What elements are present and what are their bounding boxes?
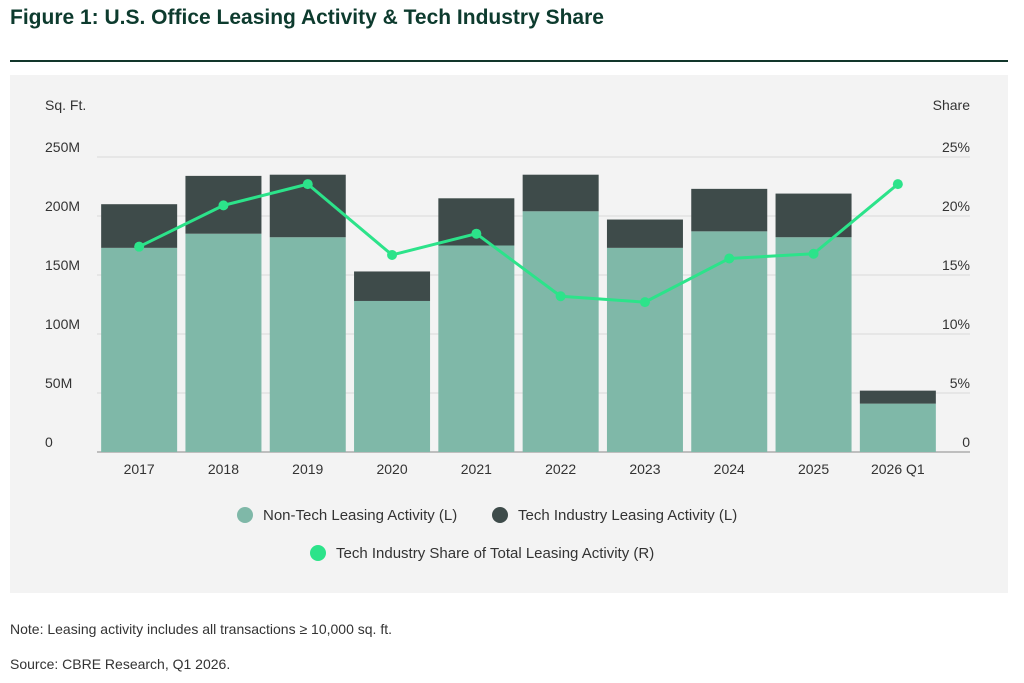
bar-tech bbox=[354, 271, 431, 301]
bar-non-tech bbox=[691, 231, 768, 452]
x-tick-label: 2020 bbox=[376, 461, 407, 477]
share-point bbox=[639, 297, 650, 308]
share-line bbox=[138, 182, 899, 304]
x-tick-label: 2024 bbox=[714, 461, 745, 477]
right-tick-label: 25% bbox=[942, 139, 970, 155]
share-point bbox=[387, 249, 398, 260]
share-point bbox=[555, 291, 566, 302]
bar-tech bbox=[606, 219, 683, 248]
bar-non-tech bbox=[269, 237, 346, 452]
legend-swatch-non-tech bbox=[237, 507, 253, 523]
bar-non-tech bbox=[859, 403, 936, 452]
share-point bbox=[302, 179, 313, 190]
x-tick-label: 2017 bbox=[124, 461, 155, 477]
figure-title: Figure 1: U.S. Office Leasing Activity &… bbox=[10, 6, 604, 29]
share-point bbox=[892, 179, 903, 190]
bar-tech bbox=[775, 193, 852, 238]
legend-label-non-tech: Non-Tech Leasing Activity (L) bbox=[263, 507, 457, 524]
title-divider bbox=[10, 60, 1008, 62]
bar-non-tech bbox=[101, 247, 178, 452]
share-point bbox=[808, 248, 819, 259]
left-axis-label: Sq. Ft. bbox=[45, 97, 86, 113]
chart-note: Note: Leasing activity includes all tran… bbox=[10, 621, 392, 637]
left-tick-label: 100M bbox=[45, 316, 80, 332]
share-point bbox=[218, 200, 229, 211]
right-tick-label: 0 bbox=[962, 434, 970, 450]
share-point bbox=[471, 228, 482, 239]
x-tick-label: 2023 bbox=[629, 461, 660, 477]
bar-tech bbox=[101, 204, 178, 248]
left-tick-label: 250M bbox=[45, 139, 80, 155]
left-tick-label: 0 bbox=[45, 434, 53, 450]
bar-non-tech bbox=[522, 211, 599, 452]
x-tick-label: 2021 bbox=[461, 461, 492, 477]
right-axis-label: Share bbox=[933, 97, 971, 113]
legend-label-tech: Tech Industry Leasing Activity (L) bbox=[518, 507, 737, 524]
legend-swatch-share bbox=[310, 545, 326, 561]
chart-source: Source: CBRE Research, Q1 2026. bbox=[10, 656, 231, 672]
bar-tech bbox=[522, 174, 599, 212]
legend-swatch-tech bbox=[492, 507, 508, 523]
right-tick-label: 10% bbox=[942, 316, 970, 332]
bar-non-tech bbox=[354, 300, 431, 452]
chart-svg: Sq. Ft. Share 0 0 50M 5% 100M 10% 150M 15% 200M 2… bbox=[45, 97, 971, 562]
bar-non-tech bbox=[185, 233, 262, 452]
left-tick-label: 50M bbox=[45, 375, 72, 391]
x-tick-label: 2019 bbox=[292, 461, 323, 477]
x-tick-label: 2018 bbox=[208, 461, 239, 477]
bar-tech bbox=[691, 188, 768, 232]
share-point bbox=[724, 253, 735, 264]
bar-non-tech bbox=[438, 245, 515, 452]
x-tick-label: 2022 bbox=[545, 461, 576, 477]
left-tick-label: 200M bbox=[45, 198, 80, 214]
share-point bbox=[134, 241, 145, 252]
x-tick-label: 2026 Q1 bbox=[871, 461, 925, 477]
x-tick-label: 2025 bbox=[798, 461, 829, 477]
bar-non-tech bbox=[606, 247, 683, 452]
right-tick-label: 5% bbox=[950, 375, 970, 391]
left-tick-label: 150M bbox=[45, 257, 80, 273]
right-tick-label: 20% bbox=[942, 198, 970, 214]
right-tick-label: 15% bbox=[942, 257, 970, 273]
legend-label-share: Tech Industry Share of Total Leasing Act… bbox=[336, 545, 654, 562]
bar-tech bbox=[859, 390, 936, 404]
bar-non-tech bbox=[775, 237, 852, 452]
